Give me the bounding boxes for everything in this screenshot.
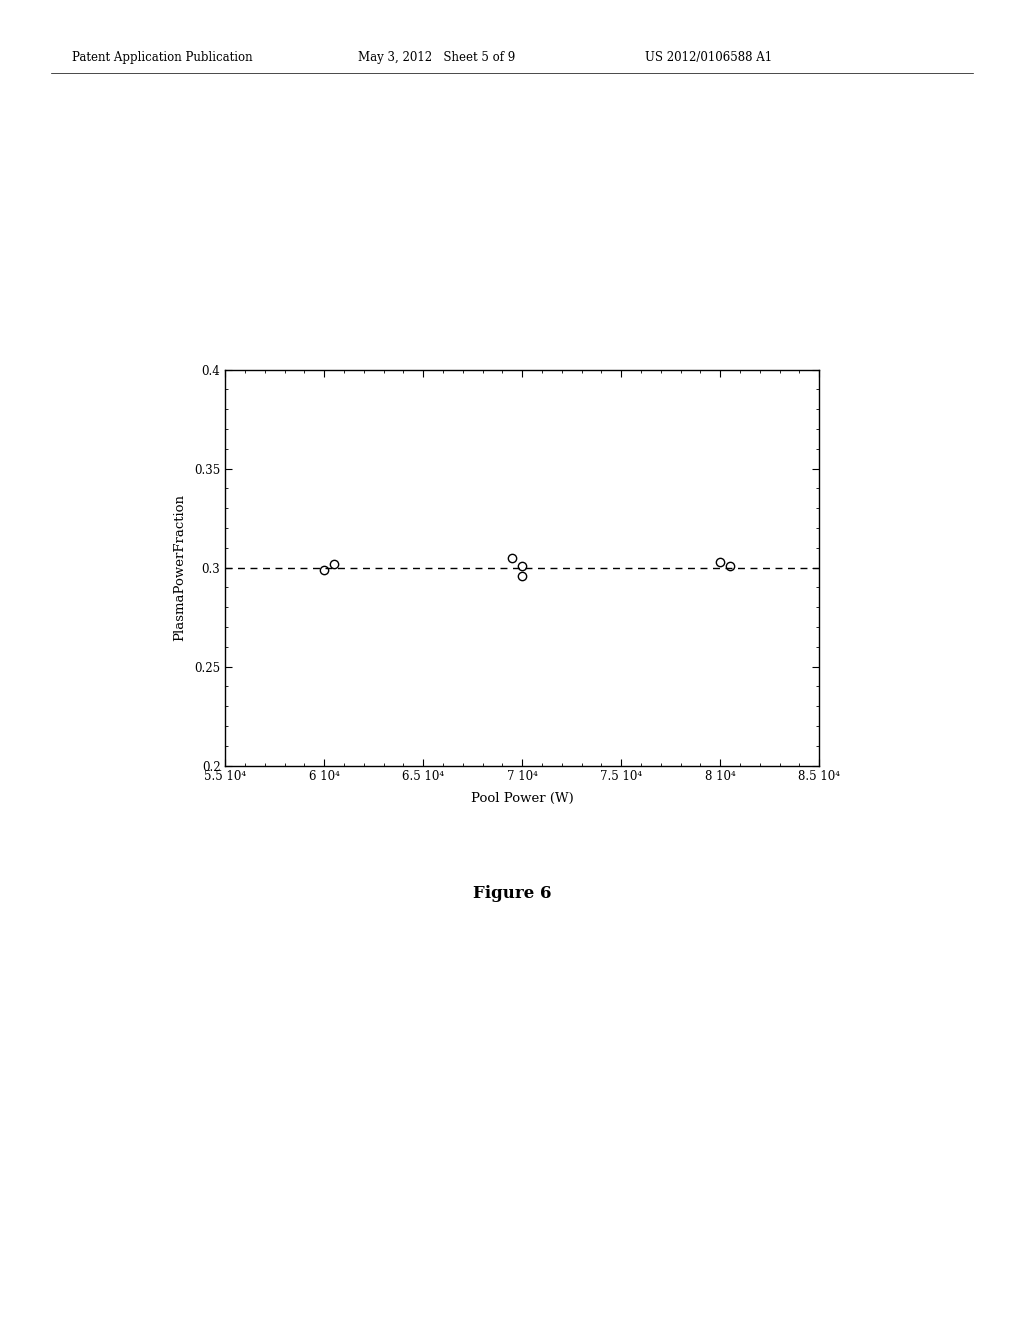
X-axis label: Pool Power (W): Pool Power (W) — [471, 792, 573, 805]
Y-axis label: PlasmaPowerFraction: PlasmaPowerFraction — [173, 494, 185, 642]
Text: Figure 6: Figure 6 — [473, 884, 551, 902]
Text: May 3, 2012   Sheet 5 of 9: May 3, 2012 Sheet 5 of 9 — [358, 50, 516, 63]
Text: Patent Application Publication: Patent Application Publication — [72, 50, 252, 63]
Text: US 2012/0106588 A1: US 2012/0106588 A1 — [645, 50, 772, 63]
